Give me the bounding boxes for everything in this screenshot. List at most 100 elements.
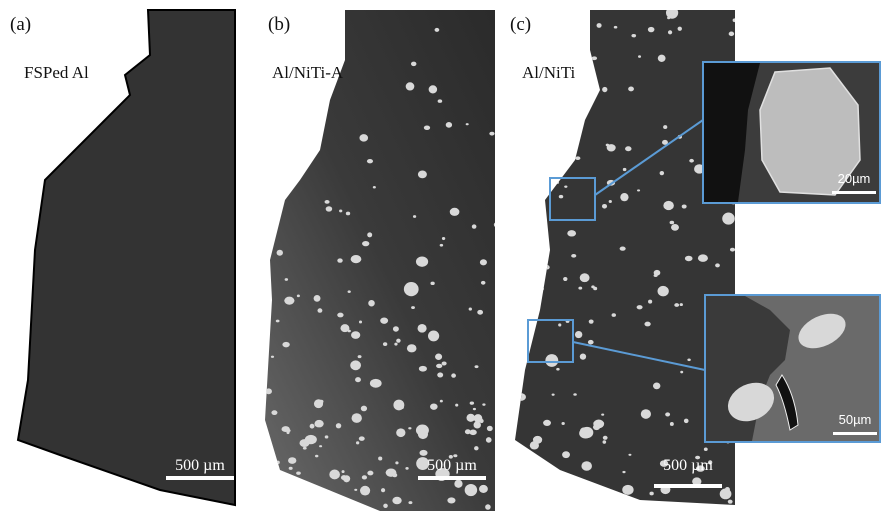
particle: [489, 132, 494, 136]
particle: [603, 440, 607, 444]
particle: [350, 360, 361, 370]
particle: [593, 287, 597, 291]
sample-name: Al/NiTi: [522, 63, 576, 82]
particle: [286, 105, 289, 107]
particle: [515, 393, 526, 401]
particle: [321, 490, 334, 500]
particle: [419, 450, 427, 456]
particle: [317, 308, 322, 313]
particle: [262, 187, 268, 192]
particle: [351, 331, 360, 339]
particle: [356, 441, 359, 444]
particle: [512, 371, 518, 376]
particle: [609, 200, 612, 203]
particle: [687, 358, 690, 361]
particle: [529, 143, 541, 154]
particle: [287, 429, 290, 432]
particle: [305, 492, 312, 498]
particle: [517, 462, 522, 467]
particle: [480, 259, 487, 265]
particle: [265, 338, 269, 342]
particle: [418, 429, 428, 439]
particle: [555, 181, 559, 184]
particle: [541, 287, 544, 290]
particle: [472, 224, 477, 228]
particle: [536, 304, 541, 309]
particle: [265, 388, 271, 394]
particle: [667, 17, 670, 20]
sample-name: FSPed Al: [24, 63, 89, 82]
micrograph-a: [18, 10, 235, 505]
particle: [359, 436, 365, 440]
particle: [408, 501, 412, 504]
particle: [628, 454, 631, 456]
particle: [521, 205, 525, 209]
particle: [678, 27, 682, 31]
inset: 50µm: [705, 295, 880, 442]
particle: [419, 366, 427, 372]
particle: [601, 413, 604, 415]
particle: [352, 413, 362, 423]
particle: [474, 446, 479, 450]
particle: [665, 412, 670, 416]
particle: [436, 364, 442, 368]
particle: [511, 355, 521, 362]
particle: [512, 66, 515, 69]
particle: [319, 445, 322, 447]
scale-bar-label: 500 µm: [175, 457, 225, 474]
particle: [572, 84, 584, 95]
particle: [359, 134, 368, 141]
particle: [285, 278, 288, 281]
scale-bar-label: 500 µm: [663, 457, 713, 474]
particle: [329, 470, 340, 480]
particle: [259, 270, 266, 275]
sample-name: Al/NiTi-A: [272, 63, 344, 82]
particle: [619, 500, 623, 503]
particle: [361, 406, 367, 412]
particle: [680, 303, 683, 306]
particle: [660, 171, 664, 175]
particle: [530, 292, 538, 299]
particle: [514, 465, 518, 468]
particle: [543, 420, 551, 426]
particle: [486, 437, 492, 443]
particle: [573, 57, 578, 62]
particle: [580, 354, 586, 360]
particle: [418, 324, 427, 333]
particle: [474, 414, 483, 422]
particle: [612, 313, 616, 317]
particle: [326, 206, 333, 211]
particle: [628, 87, 634, 92]
particle: [276, 320, 280, 323]
particle: [271, 410, 277, 415]
particle: [479, 485, 488, 493]
particle: [671, 224, 679, 231]
particle: [277, 250, 283, 256]
particle: [470, 402, 474, 405]
particle: [370, 379, 382, 388]
particle: [381, 488, 385, 492]
particle: [568, 22, 573, 27]
particle: [530, 441, 539, 449]
particle: [698, 254, 708, 261]
particle: [620, 247, 626, 251]
particle: [469, 308, 472, 311]
particle: [407, 344, 417, 352]
particle: [380, 317, 388, 323]
particle: [704, 448, 708, 452]
particle: [623, 168, 627, 171]
particle: [658, 286, 669, 296]
particle: [558, 323, 561, 326]
particle: [339, 209, 342, 212]
particle: [518, 270, 523, 274]
particle: [408, 288, 415, 294]
panel-label: (c): [510, 14, 531, 35]
particle: [575, 156, 580, 160]
particle: [289, 467, 293, 470]
particle: [487, 426, 493, 431]
particle: [593, 420, 604, 429]
particle: [496, 328, 499, 330]
particle: [637, 189, 640, 191]
particle: [562, 451, 570, 458]
particle: [544, 265, 549, 269]
